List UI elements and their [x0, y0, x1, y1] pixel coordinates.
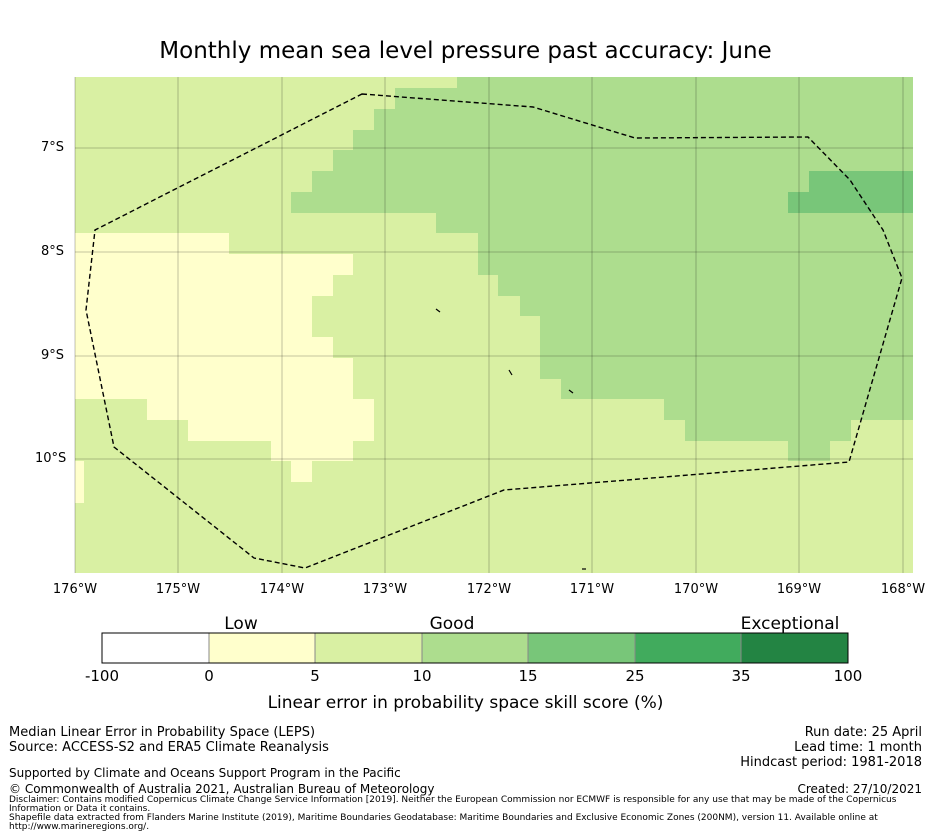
- lat-label: 9°S: [41, 348, 65, 363]
- footer-support: Supported by Climate and Oceans Support …: [9, 766, 401, 780]
- low-skill-region: [75, 233, 374, 461]
- colorbar-bin: [741, 633, 848, 663]
- colorbar-bin: [209, 633, 315, 663]
- category-label-low: Low: [224, 614, 258, 634]
- colorbar-tick: 5: [310, 667, 320, 685]
- colorbar-tick: 25: [625, 667, 645, 685]
- lon-label: 176°W: [52, 582, 98, 597]
- lat-label: 8°S: [41, 244, 65, 259]
- colorbar-frame: [101, 632, 849, 664]
- island-shape: [508, 369, 513, 376]
- created-date: Created: 27/10/2021: [797, 782, 922, 796]
- lat-label: 7°S: [41, 140, 65, 155]
- lon-label: 170°W: [673, 582, 719, 597]
- run-date: Run date: 25 April: [804, 725, 922, 740]
- lon-label: 169°W: [776, 582, 822, 597]
- eez-boundary: [85, 93, 903, 569]
- lead-time: Lead time: 1 month: [794, 740, 922, 755]
- gridlines: [74, 77, 913, 573]
- lon-label: 173°W: [362, 582, 408, 597]
- lat-label: 10°S: [35, 451, 67, 466]
- colorbar-tick: 15: [518, 667, 538, 685]
- colorbar-bin: [315, 633, 422, 663]
- low-skill-patch: [75, 461, 84, 503]
- island-shape: [568, 389, 574, 394]
- colorbar-tick: 35: [731, 667, 751, 685]
- map-title: Monthly mean sea level pressure past acc…: [159, 38, 772, 64]
- good-skill-region: [291, 77, 913, 461]
- islands: [435, 308, 586, 570]
- colorbar-tick: 0: [204, 667, 214, 685]
- colorbar: [101, 632, 849, 664]
- low-skill-patch: [291, 461, 312, 482]
- footer-disclaimer: Disclaimer: Contains modified Copernicus…: [9, 795, 897, 814]
- colorbar-tick: 100: [833, 667, 863, 685]
- colorbar-tick: -100: [84, 667, 120, 685]
- colorbar-bin: [528, 633, 635, 663]
- colorbar-tick: 10: [412, 667, 432, 685]
- hindcast-period: Hindcast period: 1981-2018: [740, 755, 922, 770]
- lon-label: 175°W: [155, 582, 201, 597]
- lon-label: 174°W: [259, 582, 305, 597]
- footer-source: Source: ACCESS-S2 and ERA5 Climate Reana…: [9, 740, 329, 755]
- skill-map: [75, 77, 913, 573]
- colorbar-bin: [102, 633, 209, 663]
- category-label-exceptional: Exceptional: [740, 614, 840, 634]
- lon-label: 171°W: [569, 582, 615, 597]
- lon-label: 172°W: [466, 582, 512, 597]
- lon-label: 168°W: [880, 582, 926, 597]
- footer-shapefile: Shapefile data extracted from Flanders M…: [9, 813, 878, 832]
- colorbar-bin: [635, 633, 741, 663]
- category-label-good: Good: [429, 614, 475, 634]
- colorbar-title: Linear error in probability space skill …: [267, 693, 664, 713]
- high-skill-region: [788, 171, 913, 213]
- island-shape: [435, 308, 441, 313]
- footer-copyright: © Commonwealth of Australia 2021, Austra…: [9, 782, 435, 796]
- footer-method: Median Linear Error in Probability Space…: [9, 725, 316, 740]
- colorbar-bin: [422, 633, 528, 663]
